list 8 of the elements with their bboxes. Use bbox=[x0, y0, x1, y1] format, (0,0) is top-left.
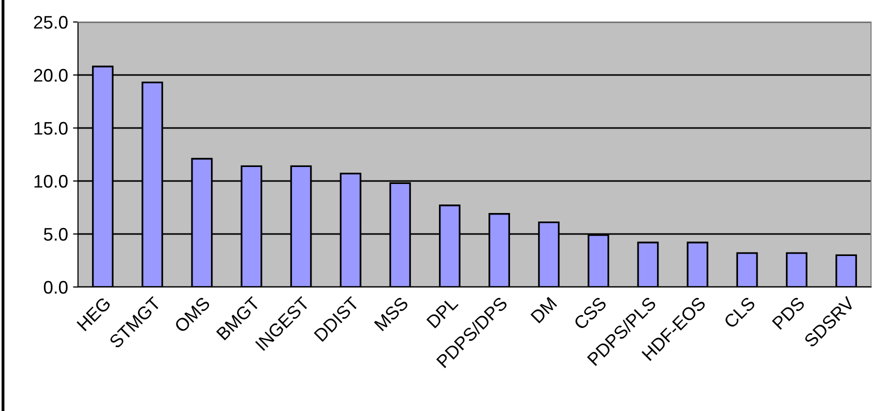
y-tick-label: 5.0 bbox=[44, 228, 68, 241]
y-tick-label: 0.0 bbox=[44, 280, 68, 294]
y-tick-label: 15.0 bbox=[34, 122, 68, 135]
x-tick-label: DM bbox=[530, 296, 558, 324]
x-tick-label: CLS bbox=[723, 296, 756, 329]
y-tick-label: 10.0 bbox=[34, 174, 68, 188]
y-tick-label: 20.0 bbox=[34, 68, 68, 82]
y-tick-label: 25.0 bbox=[34, 16, 68, 29]
